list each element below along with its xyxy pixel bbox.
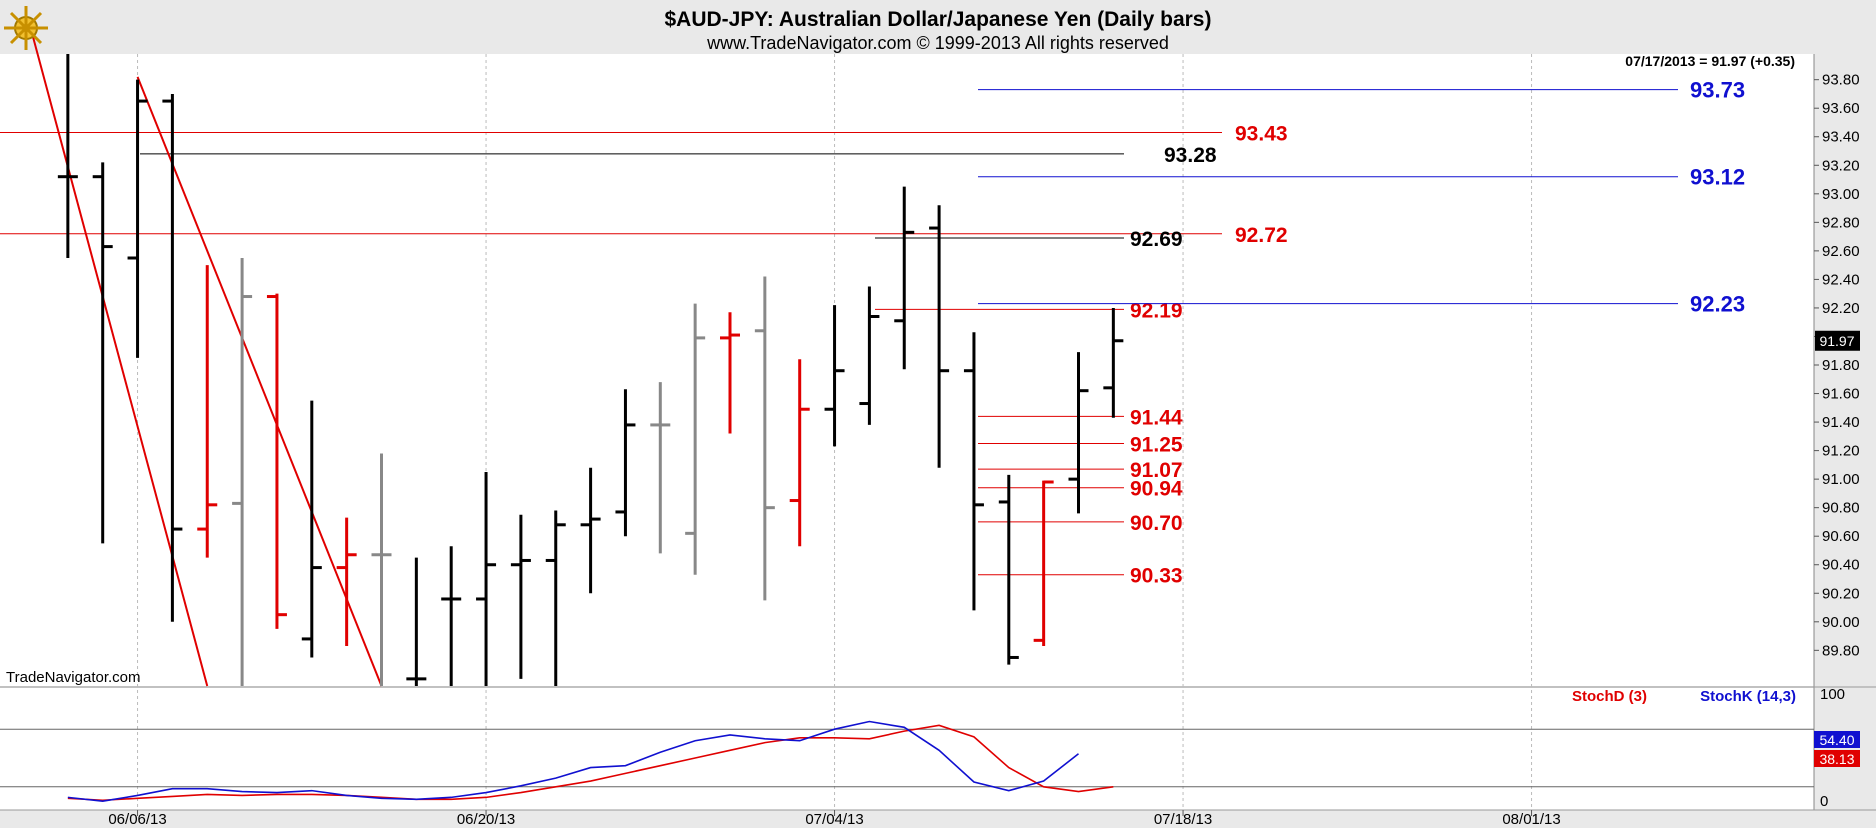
support-resistance-label: 90.94 xyxy=(1130,478,1183,501)
price-tick-label: 90.40 xyxy=(1822,557,1860,574)
trade-navigator-logo xyxy=(4,6,48,50)
trendlines xyxy=(32,36,383,687)
stoch-series-line xyxy=(67,724,1114,802)
support-resistance-label: 91.25 xyxy=(1130,433,1183,456)
price-tick-label: 92.20 xyxy=(1822,300,1860,317)
support-resistance-label: 92.72 xyxy=(1235,224,1288,247)
date-tick-label: 07/04/13 xyxy=(805,811,863,828)
support-resistance-label: 90.70 xyxy=(1130,512,1183,535)
price-tick-label: 93.60 xyxy=(1822,100,1860,117)
price-tick-label: 90.20 xyxy=(1822,585,1860,602)
chart-subtitle: www.TradeNavigator.com © 1999-2013 All r… xyxy=(706,33,1169,53)
stoch-lines xyxy=(0,720,1814,803)
price-bars xyxy=(57,54,1124,686)
legend-stoch-k: StochK (14,3) xyxy=(1700,688,1796,705)
price-tick-label: 91.00 xyxy=(1822,471,1860,488)
support-resistance-label: 92.19 xyxy=(1130,299,1183,322)
price-tick-label: 93.20 xyxy=(1822,157,1860,174)
price-tick-label: 93.80 xyxy=(1822,72,1860,89)
price-tick-label: 90.00 xyxy=(1822,614,1860,631)
price-tick-label: 89.80 xyxy=(1822,642,1860,659)
price-tick-label: 91.20 xyxy=(1822,443,1860,460)
price-tick-label: 91.40 xyxy=(1822,414,1860,431)
price-tick-label: 93.00 xyxy=(1822,186,1860,203)
price-tick-label: 92.80 xyxy=(1822,214,1860,231)
last-price-info: 07/17/2013 = 91.97 (+0.35) xyxy=(1625,53,1795,69)
projection-level-label: 93.73 xyxy=(1690,78,1745,103)
last-price-badge-label: 91.97 xyxy=(1819,333,1854,349)
stoch-tick-100: 100 xyxy=(1820,686,1845,703)
black-level-label: 93.28 xyxy=(1164,144,1217,167)
price-tick-label: 90.60 xyxy=(1822,528,1860,545)
stoch-k-last-label: 54.40 xyxy=(1819,732,1854,748)
support-resistance-label: 91.44 xyxy=(1130,406,1183,429)
chart-title: $AUD-JPY: Australian Dollar/Japanese Yen… xyxy=(665,8,1212,31)
stoch-series-line xyxy=(67,720,1079,803)
price-tick-label: 92.40 xyxy=(1822,271,1860,288)
trendline xyxy=(136,76,383,687)
stoch-k-last-badge xyxy=(1814,731,1860,748)
legend-stoch-d: StochD (3) xyxy=(1572,688,1647,705)
date-axis: 06/06/13 06/20/13 07/04/13 07/18/13 08/01/13 xyxy=(108,810,1561,828)
stoch-panel xyxy=(0,688,1814,810)
price-tick-label: 93.40 xyxy=(1822,129,1860,146)
support-resistance-label: 91.07 xyxy=(1130,459,1183,482)
watermark: TradeNavigator.com xyxy=(6,669,141,686)
date-tick-label: 08/01/13 xyxy=(1502,811,1560,828)
date-tick-label: 06/06/13 xyxy=(108,811,166,828)
projection-level-label: 92.23 xyxy=(1690,292,1745,317)
trendline xyxy=(32,36,209,687)
support-resistance-label: 93.43 xyxy=(1235,122,1288,145)
projection-level-label: 93.12 xyxy=(1690,165,1745,190)
stoch-tick-0: 0 xyxy=(1820,793,1828,810)
stoch-d-last-label: 38.13 xyxy=(1819,751,1854,767)
date-tick-label: 06/20/13 xyxy=(457,811,515,828)
grid xyxy=(137,54,1533,810)
price-tick-label: 92.60 xyxy=(1822,243,1860,260)
black-level-label: 92.69 xyxy=(1130,228,1183,251)
price-panel xyxy=(0,54,1814,686)
price-tick-label: 91.80 xyxy=(1822,357,1860,374)
stoch-d-last-badge xyxy=(1814,750,1860,767)
support-resistance-label: 90.33 xyxy=(1130,565,1183,588)
price-tick-label: 90.80 xyxy=(1822,500,1860,517)
price-tick-label: 91.60 xyxy=(1822,386,1860,403)
date-tick-label: 07/18/13 xyxy=(1154,811,1212,828)
last-price-badge xyxy=(1815,330,1860,351)
